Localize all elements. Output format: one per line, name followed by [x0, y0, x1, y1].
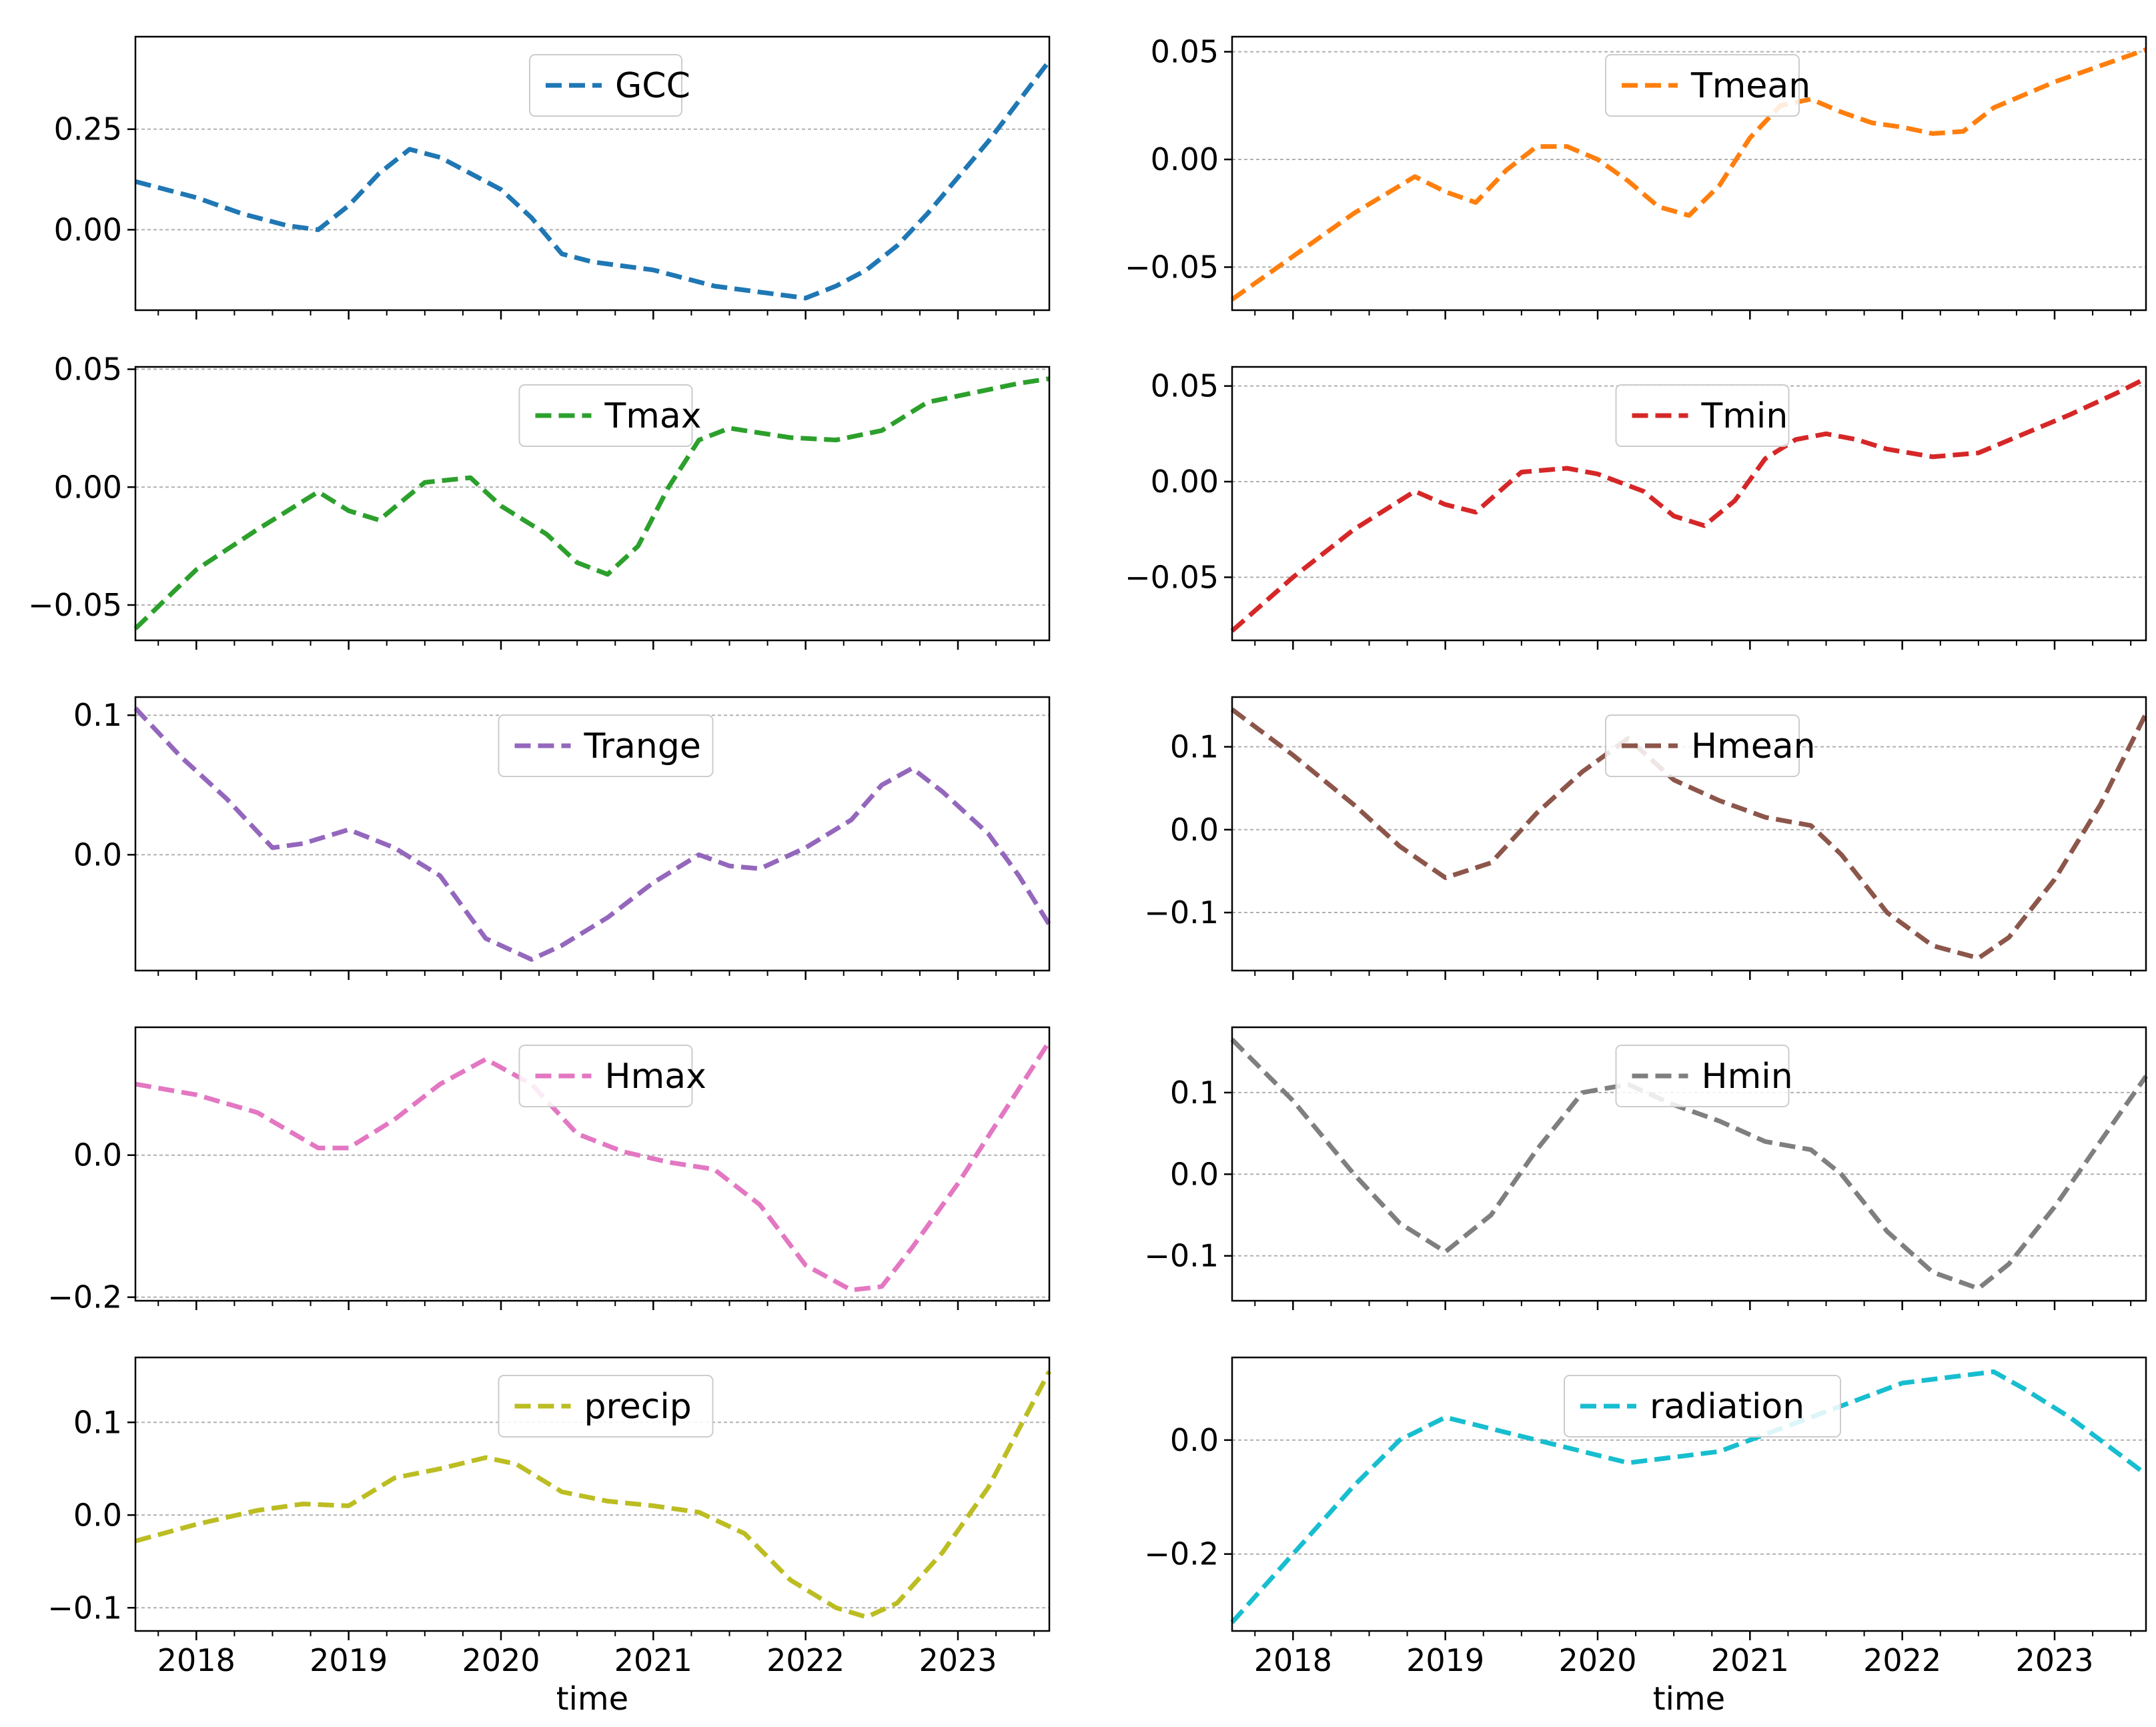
series-line-hmin [1230, 1037, 2148, 1291]
x-tick-label: 2023 [919, 1642, 997, 1678]
plot-frame [134, 1026, 1051, 1302]
y-tick-label: 0.0 [1170, 1422, 1219, 1458]
subplot-tmax: −0.05 0.00 0.05 Tmax [28, 352, 1051, 650]
x-axis-title: time [556, 1680, 628, 1718]
y-tick-label: 0.0 [73, 1497, 122, 1533]
x-tick-label: 2022 [1863, 1642, 1941, 1678]
legend-box [1615, 384, 1790, 447]
y-tick-label: 0.1 [1170, 1075, 1219, 1111]
subplot-gcc: 0.00 0.25 GCC [54, 35, 1051, 320]
subplot-tmean: −0.05 0.00 0.05 Tmean [1125, 34, 2147, 320]
legend-label: Hmin [1702, 1057, 1793, 1097]
series-line-gcc [135, 59, 1051, 301]
y-tick-label: 0.0 [73, 1137, 122, 1173]
x-tick-label: 2019 [1406, 1642, 1484, 1678]
x-tick-label: 2021 [614, 1642, 692, 1678]
y-tick-label: 0.05 [1151, 368, 1219, 404]
plot-frame [134, 366, 1051, 642]
subplot-hmax: −0.2 0.0 Hmax [47, 1026, 1051, 1315]
series-line-tmean [1230, 47, 2147, 302]
y-tick-label: 0.1 [73, 697, 122, 733]
plot-frame [1231, 366, 2147, 642]
legend-box [1605, 714, 1800, 777]
y-tick-label: −0.1 [1144, 895, 1219, 931]
x-tick-label: 2022 [766, 1642, 845, 1678]
x-tick-label: 2019 [310, 1642, 388, 1678]
legend-label: Tmin [1701, 396, 1788, 436]
series-line-radiation [1230, 1369, 2148, 1624]
legend-box [529, 54, 682, 117]
subplot-hmean: −0.1 0.0 0.1 Hmean [1144, 696, 2149, 980]
legend-label: GCC [615, 66, 690, 106]
x-tick-label: 2018 [1254, 1642, 1332, 1678]
plot-frame [134, 696, 1051, 972]
subplot-tmin: −0.05 0.00 0.05 Tmin [1125, 366, 2147, 650]
y-tick-label: −0.05 [1125, 249, 1219, 285]
y-tick-label: −0.2 [1144, 1536, 1219, 1572]
legend-box [518, 384, 693, 447]
legend-box [1615, 1045, 1790, 1107]
legend-label: Tmean [1690, 66, 1810, 106]
y-tick-label: 0.0 [1170, 812, 1219, 848]
y-tick-label: 0.00 [1151, 141, 1219, 177]
y-tick-label: 0.05 [1151, 34, 1219, 70]
legend-label: precip [584, 1387, 692, 1427]
y-tick-label: 0.05 [54, 352, 122, 388]
legend-label: Tmax [604, 396, 702, 436]
legend-box [1605, 54, 1800, 117]
y-tick-label: 0.0 [73, 836, 122, 873]
y-tick-label: 0.00 [54, 211, 122, 247]
series-line-precip [135, 1370, 1052, 1620]
legend-label: radiation [1650, 1387, 1804, 1427]
y-tick-label: −0.05 [28, 587, 122, 623]
series-line-hmax [135, 1040, 1051, 1293]
plot-frame [134, 1356, 1051, 1632]
y-tick-label: −0.1 [1144, 1238, 1219, 1274]
y-tick-label: 0.25 [54, 111, 122, 147]
y-tick-label: 0.1 [73, 1404, 122, 1440]
x-tick-label: 2023 [2015, 1642, 2093, 1678]
x-tick-label: 2020 [1558, 1642, 1636, 1678]
plot-frame [1231, 1026, 2147, 1302]
y-tick-label: −0.2 [47, 1279, 122, 1315]
subplot-precip: −0.1 0.0 0.1 2018 2019 2020 2021 2022 2023 precip… [47, 1356, 1052, 1718]
plot-frame [134, 35, 1051, 312]
legend-label: Trange [584, 726, 701, 766]
plot-frame [1231, 696, 2147, 972]
x-axis-title: time [1653, 1680, 1725, 1718]
y-tick-label: 0.00 [54, 469, 122, 505]
series-line-trange [133, 706, 1051, 962]
legend-box [498, 714, 714, 777]
plot-frame [1231, 1356, 2147, 1632]
legend-label: Hmax [605, 1057, 706, 1097]
series-line-tmax [133, 376, 1050, 630]
legend-box [518, 1045, 693, 1107]
series-line-hmean [1230, 707, 2149, 961]
subplot-radiation: −0.2 0.0 2018 2019 2020 2021 2022 2023 radiation… [1144, 1356, 2148, 1718]
y-tick-label: −0.1 [47, 1590, 122, 1626]
legend-box [498, 1375, 714, 1437]
y-tick-label: 0.0 [1170, 1156, 1219, 1192]
x-tick-label: 2021 [1711, 1642, 1789, 1678]
x-tick-label: 2018 [157, 1642, 235, 1678]
legend-box [1564, 1375, 1841, 1437]
y-tick-label: −0.05 [1125, 559, 1219, 595]
subplot-hmin: −0.1 0.0 0.1 Hmin [1144, 1026, 2148, 1310]
series-line-tmin [1230, 376, 2147, 633]
plot-frame [1231, 35, 2147, 312]
subplot-trange: 0.0 0.1 Trange [73, 696, 1051, 980]
x-tick-label: 2020 [462, 1642, 540, 1678]
y-tick-label: 0.00 [1151, 464, 1219, 500]
y-tick-label: 0.1 [1170, 729, 1219, 765]
legend-label: Hmean [1691, 726, 1816, 766]
